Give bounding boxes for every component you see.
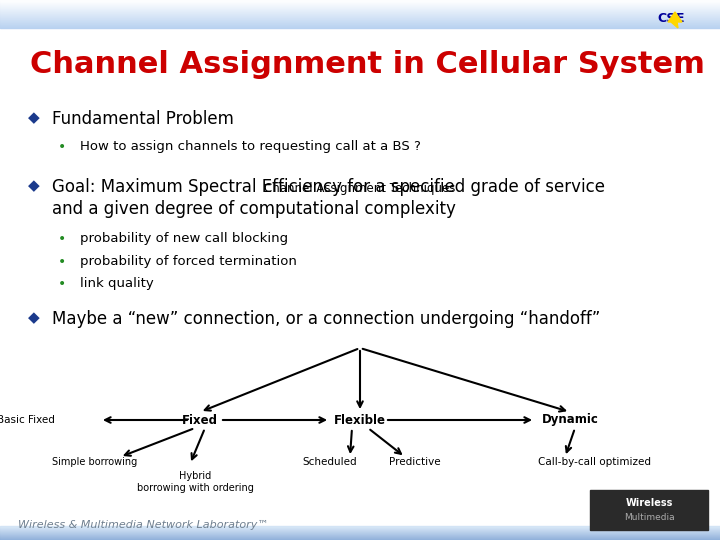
Text: E: E (676, 12, 685, 25)
Text: Goal: Maximum Spectral Efficiency for a specified grade of service
and a given d: Goal: Maximum Spectral Efficiency for a … (52, 178, 605, 218)
Polygon shape (668, 12, 682, 28)
Bar (0, 3, 720, 4)
Text: Channel Assignment in Cellular System: Channel Assignment in Cellular System (30, 50, 705, 79)
Text: probability of new call blocking: probability of new call blocking (80, 232, 288, 245)
Bar (0, 20, 720, 21)
Bar (0, 9, 720, 10)
Text: •: • (58, 140, 66, 154)
Bar (0, 25, 720, 26)
Bar (0, 13, 720, 14)
Bar (0, 0, 720, 1)
Bar (0, 4, 720, 5)
Bar (0, 7, 720, 8)
Text: Predictive: Predictive (390, 457, 441, 467)
Text: •: • (58, 255, 66, 269)
Bar (0, 10, 720, 11)
Text: Flexible: Flexible (334, 414, 386, 427)
Text: Basic Fixed: Basic Fixed (0, 415, 55, 425)
Text: Fixed: Fixed (182, 414, 218, 427)
Bar (0, 15, 720, 16)
Text: Hybrid
borrowing with ordering: Hybrid borrowing with ordering (137, 471, 253, 493)
Bar (0, 24, 720, 25)
Bar (0, 537, 720, 538)
Bar (0, 11, 720, 12)
Bar (0, 535, 720, 536)
Text: Multimedia: Multimedia (624, 514, 675, 523)
Text: /: / (672, 12, 675, 22)
Text: How to assign channels to requesting call at a BS ?: How to assign channels to requesting cal… (80, 140, 421, 153)
Bar (0, 528, 720, 529)
Bar (0, 27, 720, 28)
Text: ◆: ◆ (28, 110, 40, 125)
Text: Dynamic: Dynamic (541, 414, 598, 427)
Text: •: • (58, 277, 66, 291)
Bar (0, 18, 720, 19)
Bar (0, 23, 720, 24)
Bar (0, 532, 720, 533)
Text: Wireless: Wireless (625, 498, 672, 508)
Bar (0, 26, 720, 27)
Bar (0, 1, 720, 2)
Bar (0, 2, 720, 3)
Bar (590, 490, 708, 530)
Bar (0, 529, 720, 530)
Text: Simple borrowing: Simple borrowing (53, 457, 138, 467)
Bar (0, 536, 720, 537)
Bar (0, 8, 720, 9)
Bar (0, 530, 720, 531)
Text: •: • (58, 232, 66, 246)
Text: Channel Assignment Techniques: Channel Assignment Techniques (264, 182, 456, 195)
Bar (0, 534, 720, 535)
Text: ◆: ◆ (28, 178, 40, 193)
Bar (0, 527, 720, 528)
Bar (0, 5, 720, 6)
Bar (0, 16, 720, 17)
Bar (0, 526, 720, 527)
Bar (0, 531, 720, 532)
Bar (0, 12, 720, 13)
Text: Call-by-call optimized: Call-by-call optimized (539, 457, 652, 467)
Bar (0, 533, 720, 534)
Bar (0, 14, 720, 15)
Bar (0, 21, 720, 22)
Text: Scheduled: Scheduled (302, 457, 357, 467)
Text: Fundamental Problem: Fundamental Problem (52, 110, 234, 128)
Text: CS: CS (657, 12, 675, 25)
Bar (0, 6, 720, 7)
Text: Wireless & Multimedia Network Laboratory™: Wireless & Multimedia Network Laboratory… (18, 520, 269, 530)
Text: link quality: link quality (80, 277, 154, 290)
Text: Maybe a “new” connection, or a connection undergoing “handoff”: Maybe a “new” connection, or a connectio… (52, 310, 600, 328)
Bar (0, 538, 720, 539)
Text: probability of forced termination: probability of forced termination (80, 255, 297, 268)
Text: ◆: ◆ (28, 310, 40, 325)
Bar (0, 22, 720, 23)
Bar (0, 539, 720, 540)
Bar (0, 19, 720, 20)
Bar (0, 17, 720, 18)
